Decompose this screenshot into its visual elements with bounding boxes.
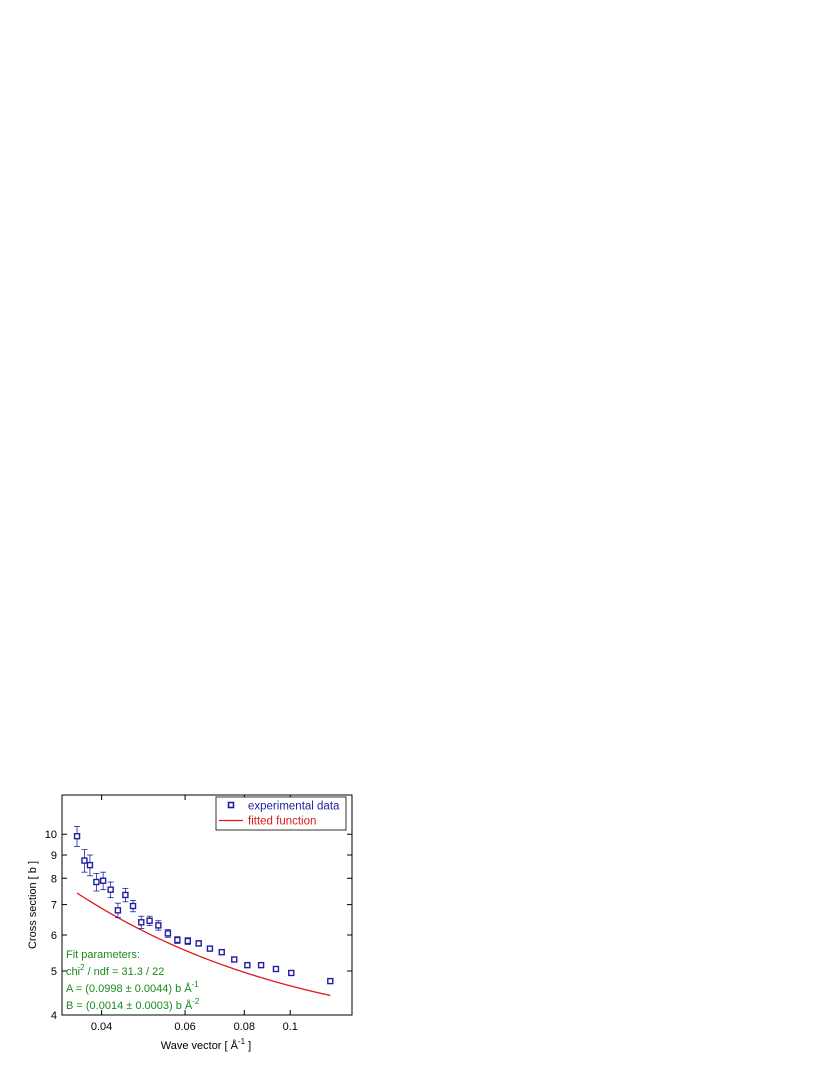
x-tick-label: 0.06 (174, 1021, 195, 1033)
data-point (195, 940, 202, 947)
fit-parameter-a: A = (0.0998 ± 0.0044) b Å-1 (66, 980, 199, 995)
data-point (272, 965, 280, 973)
data-point (288, 969, 295, 977)
y-axis-ticks: 4 5 6 7 8 9 10 (45, 829, 352, 1022)
y-tick-label: 7 (51, 900, 57, 912)
data-point (138, 919, 145, 926)
data-point (93, 878, 100, 886)
y-tick-label: 5 (51, 966, 57, 978)
data-point (257, 961, 265, 969)
data-point (174, 936, 181, 944)
data-point (164, 930, 172, 937)
legend: experimental data fitted function (215, 796, 347, 831)
x-axis-label: Wave vector [ Å-1 ] (161, 1037, 251, 1052)
x-tick-label: 0.04 (91, 1021, 112, 1033)
y-tick-label: 8 (51, 873, 57, 885)
legend-box (215, 796, 347, 831)
data-point (218, 948, 225, 956)
fit-chi2-ndf: chi2 / ndf = 31.3 / 22 (66, 963, 164, 978)
y-axis-label: Cross section [ b ] (27, 861, 39, 949)
data-point (231, 956, 238, 963)
y-tick-label: 6 (51, 930, 57, 942)
legend-label-experimental-data: experimental data (248, 801, 340, 813)
data-point (244, 961, 251, 969)
data-point (73, 833, 81, 840)
y-tick-label: 9 (51, 850, 57, 862)
fitted-function-line (76, 892, 331, 997)
data-point (107, 886, 114, 893)
data-point (206, 945, 214, 952)
fit-parameters-title: Fit parameters: (66, 949, 140, 961)
y-tick-label: 10 (45, 829, 57, 841)
data-point (184, 937, 191, 945)
data-point (99, 877, 107, 884)
fitted-function-layer (76, 892, 331, 997)
legend-label-fitted-function: fitted function (248, 816, 316, 828)
data-point (86, 861, 94, 869)
x-tick-label: 0.08 (234, 1021, 255, 1033)
data-point (129, 902, 137, 910)
fit-parameter-b: B = (0.0014 ± 0.0003) b Å-2 (66, 997, 200, 1012)
data-point (81, 857, 88, 864)
fit-parameters-annotation: Fit parameters: chi2 / ndf = 31.3 / 22 A… (66, 949, 200, 1012)
x-tick-label: 0.1 (283, 1021, 298, 1033)
data-point (155, 922, 162, 929)
data-point (114, 907, 122, 914)
y-tick-label: 4 (51, 1010, 57, 1022)
experimental-data-layer (73, 826, 334, 985)
legend-marker-experimental-data (227, 801, 235, 809)
data-point (122, 891, 129, 899)
data-point (327, 977, 334, 985)
data-point (146, 917, 153, 924)
